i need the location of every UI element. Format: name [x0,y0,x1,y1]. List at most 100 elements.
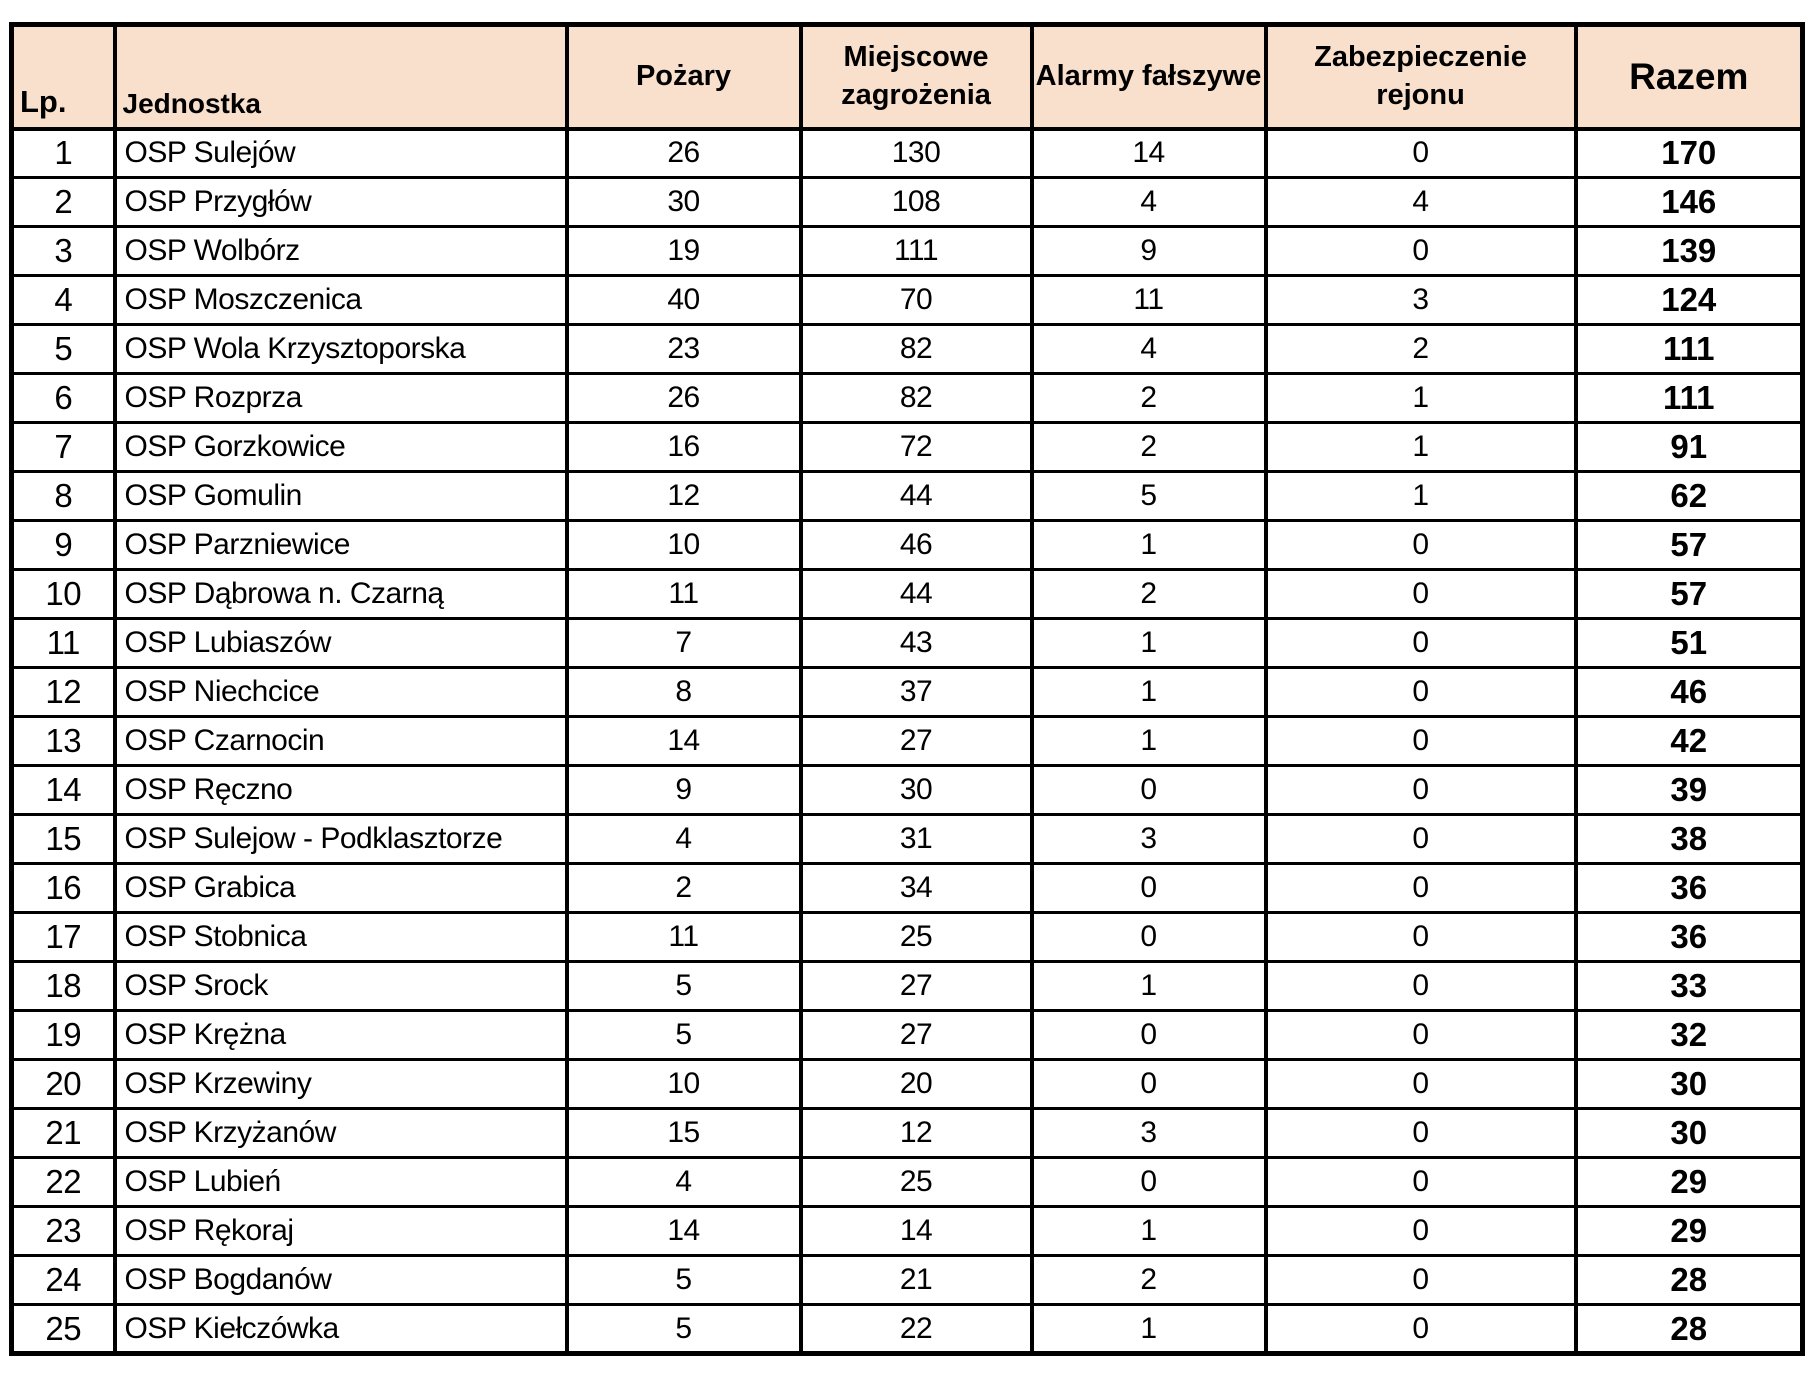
header-miejscowe-zagrozenia: Miejscowe zagrożenia [798,23,1034,131]
cell-zabezpieczenie: 0 [1263,1254,1578,1306]
header-lp: Lp. [9,23,117,131]
cell-lp: 2 [9,176,117,228]
cell-pozary: 15 [564,1107,803,1159]
cell-lp: 22 [9,1156,117,1208]
cell-zabezpieczenie: 1 [1263,421,1578,473]
cell-pozary: 7 [564,617,803,669]
cell-alarmy: 2 [1029,568,1268,620]
cell-pozary: 9 [564,764,803,816]
table-row: 17 OSP Stobnica 11 25 0 0 36 [9,911,1805,963]
cell-alarmy: 4 [1029,323,1268,375]
cell-miejscowe: 31 [798,813,1034,865]
cell-jednostka: OSP Moszczenica [112,274,569,326]
cell-alarmy: 1 [1029,666,1268,718]
cell-miejscowe: 27 [798,715,1034,767]
cell-razem: 33 [1573,960,1805,1012]
cell-zabezpieczenie: 0 [1263,1303,1578,1355]
cell-razem: 36 [1573,911,1805,963]
cell-lp: 24 [9,1254,117,1306]
cell-alarmy: 5 [1029,470,1268,522]
cell-razem: 146 [1573,176,1805,228]
cell-jednostka: OSP Lubień [112,1156,569,1208]
cell-jednostka: OSP Krężna [112,1009,569,1061]
cell-jednostka: OSP Niechcice [112,666,569,718]
cell-lp: 13 [9,715,117,767]
cell-miejscowe: 111 [798,225,1034,277]
cell-miejscowe: 22 [798,1303,1034,1355]
cell-lp: 18 [9,960,117,1012]
cell-pozary: 11 [564,568,803,620]
cell-razem: 57 [1573,568,1805,620]
cell-pozary: 12 [564,470,803,522]
table-row: 25 OSP Kiełczówka 5 22 1 0 28 [9,1303,1805,1355]
cell-zabezpieczenie: 0 [1263,862,1578,914]
cell-lp: 20 [9,1058,117,1110]
cell-pozary: 40 [564,274,803,326]
cell-razem: 29 [1573,1205,1805,1257]
cell-alarmy: 1 [1029,1303,1268,1355]
cell-jednostka: OSP Stobnica [112,911,569,963]
cell-zabezpieczenie: 0 [1263,1009,1578,1061]
cell-alarmy: 0 [1029,911,1268,963]
cell-jednostka: OSP Kiełczówka [112,1303,569,1355]
table-row: 9 OSP Parzniewice 10 46 1 0 57 [9,519,1805,571]
cell-zabezpieczenie: 2 [1263,323,1578,375]
cell-miejscowe: 44 [798,568,1034,620]
cell-lp: 12 [9,666,117,718]
cell-razem: 39 [1573,764,1805,816]
incidents-table: Lp. Jednostka Pożary Miejscowe zagrożeni… [9,22,1805,1356]
cell-alarmy: 2 [1029,372,1268,424]
cell-lp: 8 [9,470,117,522]
table-row: 10 OSP Dąbrowa n. Czarną 11 44 2 0 57 [9,568,1805,620]
cell-razem: 139 [1573,225,1805,277]
header-razem: Razem [1573,23,1805,131]
cell-pozary: 26 [564,372,803,424]
cell-razem: 32 [1573,1009,1805,1061]
cell-lp: 23 [9,1205,117,1257]
cell-pozary: 5 [564,1254,803,1306]
cell-miejscowe: 27 [798,1009,1034,1061]
cell-alarmy: 11 [1029,274,1268,326]
cell-miejscowe: 20 [798,1058,1034,1110]
cell-miejscowe: 82 [798,372,1034,424]
cell-razem: 28 [1573,1303,1805,1355]
table-row: 16 OSP Grabica 2 34 0 0 36 [9,862,1805,914]
cell-zabezpieczenie: 0 [1263,911,1578,963]
cell-alarmy: 0 [1029,1156,1268,1208]
cell-zabezpieczenie: 3 [1263,274,1578,326]
cell-miejscowe: 21 [798,1254,1034,1306]
cell-alarmy: 1 [1029,1205,1268,1257]
cell-zabezpieczenie: 0 [1263,519,1578,571]
cell-jednostka: OSP Parzniewice [112,519,569,571]
cell-razem: 30 [1573,1107,1805,1159]
cell-miejscowe: 130 [798,127,1034,179]
cell-jednostka: OSP Krzewiny [112,1058,569,1110]
cell-alarmy: 1 [1029,617,1268,669]
table-row: 4 OSP Moszczenica 40 70 11 3 124 [9,274,1805,326]
cell-jednostka: OSP Srock [112,960,569,1012]
cell-pozary: 2 [564,862,803,914]
cell-jednostka: OSP Sulejow - Podklasztorze [112,813,569,865]
cell-lp: 14 [9,764,117,816]
cell-pozary: 8 [564,666,803,718]
cell-alarmy: 3 [1029,1107,1268,1159]
header-jednostka: Jednostka [112,23,569,131]
cell-razem: 38 [1573,813,1805,865]
cell-pozary: 4 [564,1156,803,1208]
cell-alarmy: 1 [1029,519,1268,571]
table-body: 1 OSP Sulejów 26 130 14 0 170 2 OSP Przygłów 30 10… [9,127,1805,1355]
cell-alarmy: 2 [1029,421,1268,473]
cell-jednostka: OSP Ręczno [112,764,569,816]
table-row: 6 OSP Rozprza 26 82 2 1 111 [9,372,1805,424]
cell-jednostka: OSP Grabica [112,862,569,914]
header-alarmy-falszywe: Alarmy fałszywe [1029,23,1268,131]
cell-lp: 1 [9,127,117,179]
table-row: 22 OSP Lubień 4 25 0 0 29 [9,1156,1805,1208]
cell-miejscowe: 12 [798,1107,1034,1159]
cell-zabezpieczenie: 0 [1263,1058,1578,1110]
cell-miejscowe: 43 [798,617,1034,669]
cell-miejscowe: 72 [798,421,1034,473]
cell-jednostka: OSP Lubiaszów [112,617,569,669]
cell-lp: 19 [9,1009,117,1061]
cell-zabezpieczenie: 0 [1263,127,1578,179]
